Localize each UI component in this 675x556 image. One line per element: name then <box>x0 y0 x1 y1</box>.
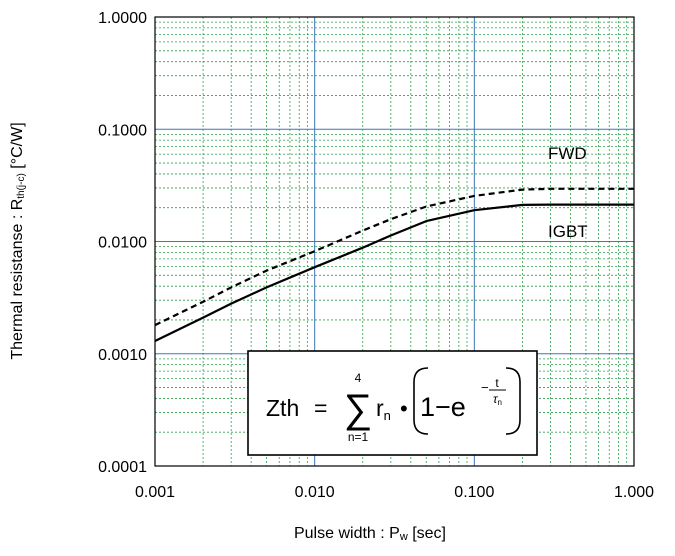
x-axis-label: Pulse width : Pw [sec] <box>294 525 446 543</box>
right-paren <box>505 367 521 435</box>
y-tick-label: 0.0001 <box>98 459 147 476</box>
equation-box: Zth = 4 ∑ n=1 rn • 1−e − t τn <box>247 350 538 456</box>
sigma-symbol: ∑ <box>344 387 373 431</box>
series-line-igbt <box>154 203 634 342</box>
exponent-denominator-sub: n <box>498 398 502 407</box>
x-tick-label: 0.001 <box>135 484 175 501</box>
y-axis-label-main: Thermal resistanse : R <box>9 199 26 360</box>
exponent-denominator: τn <box>493 392 502 407</box>
y-tick-label: 1.0000 <box>98 10 147 27</box>
x-axis-label-main: Pulse width : P <box>294 525 400 542</box>
equation-dot: • <box>400 396 408 421</box>
y-tick-label: 0.1000 <box>98 122 147 139</box>
equation-lhs: Zth <box>266 395 299 421</box>
x-tick-label: 0.100 <box>454 484 494 501</box>
equation-sum-bottom: n=1 <box>348 430 369 444</box>
equation-one-minus-e: 1−e <box>420 392 466 422</box>
equation-r-sub: n <box>384 408 391 423</box>
series-label-igbt: IGBT <box>548 222 588 241</box>
y-tick-label: 0.0010 <box>98 347 147 364</box>
x-axis-label-sub: w <box>399 531 408 543</box>
exponent-numerator: t <box>495 376 499 390</box>
x-tick-label: 0.010 <box>295 484 335 501</box>
exponent-minus: − <box>481 380 489 395</box>
x-tick-label: 1.000 <box>614 484 654 501</box>
series-line-fwd <box>154 187 634 327</box>
equation-sum-top: 4 <box>355 371 362 385</box>
equation-box-frame <box>247 350 538 456</box>
series-label-fwd: FWD <box>548 144 587 163</box>
equation-r: rn <box>376 395 391 423</box>
series-lines <box>154 187 634 342</box>
y-axis-label: Thermal resistanse : Rth(j-c) [°C/W] <box>9 122 27 359</box>
equation-equals: = <box>314 395 327 421</box>
plot-frame <box>154 16 635 467</box>
y-tick-label: 0.0100 <box>98 235 147 252</box>
y-axis-label-sub: th(j-c) <box>16 173 27 199</box>
left-paren <box>413 367 429 435</box>
x-axis-label-unit: [sec] <box>408 525 446 542</box>
tick-labels: 0.001 0.010 0.100 1.000 1.0000 0.1000 0.0100 0.… <box>98 10 654 501</box>
y-axis-label-unit: [°C/W] <box>9 122 26 173</box>
